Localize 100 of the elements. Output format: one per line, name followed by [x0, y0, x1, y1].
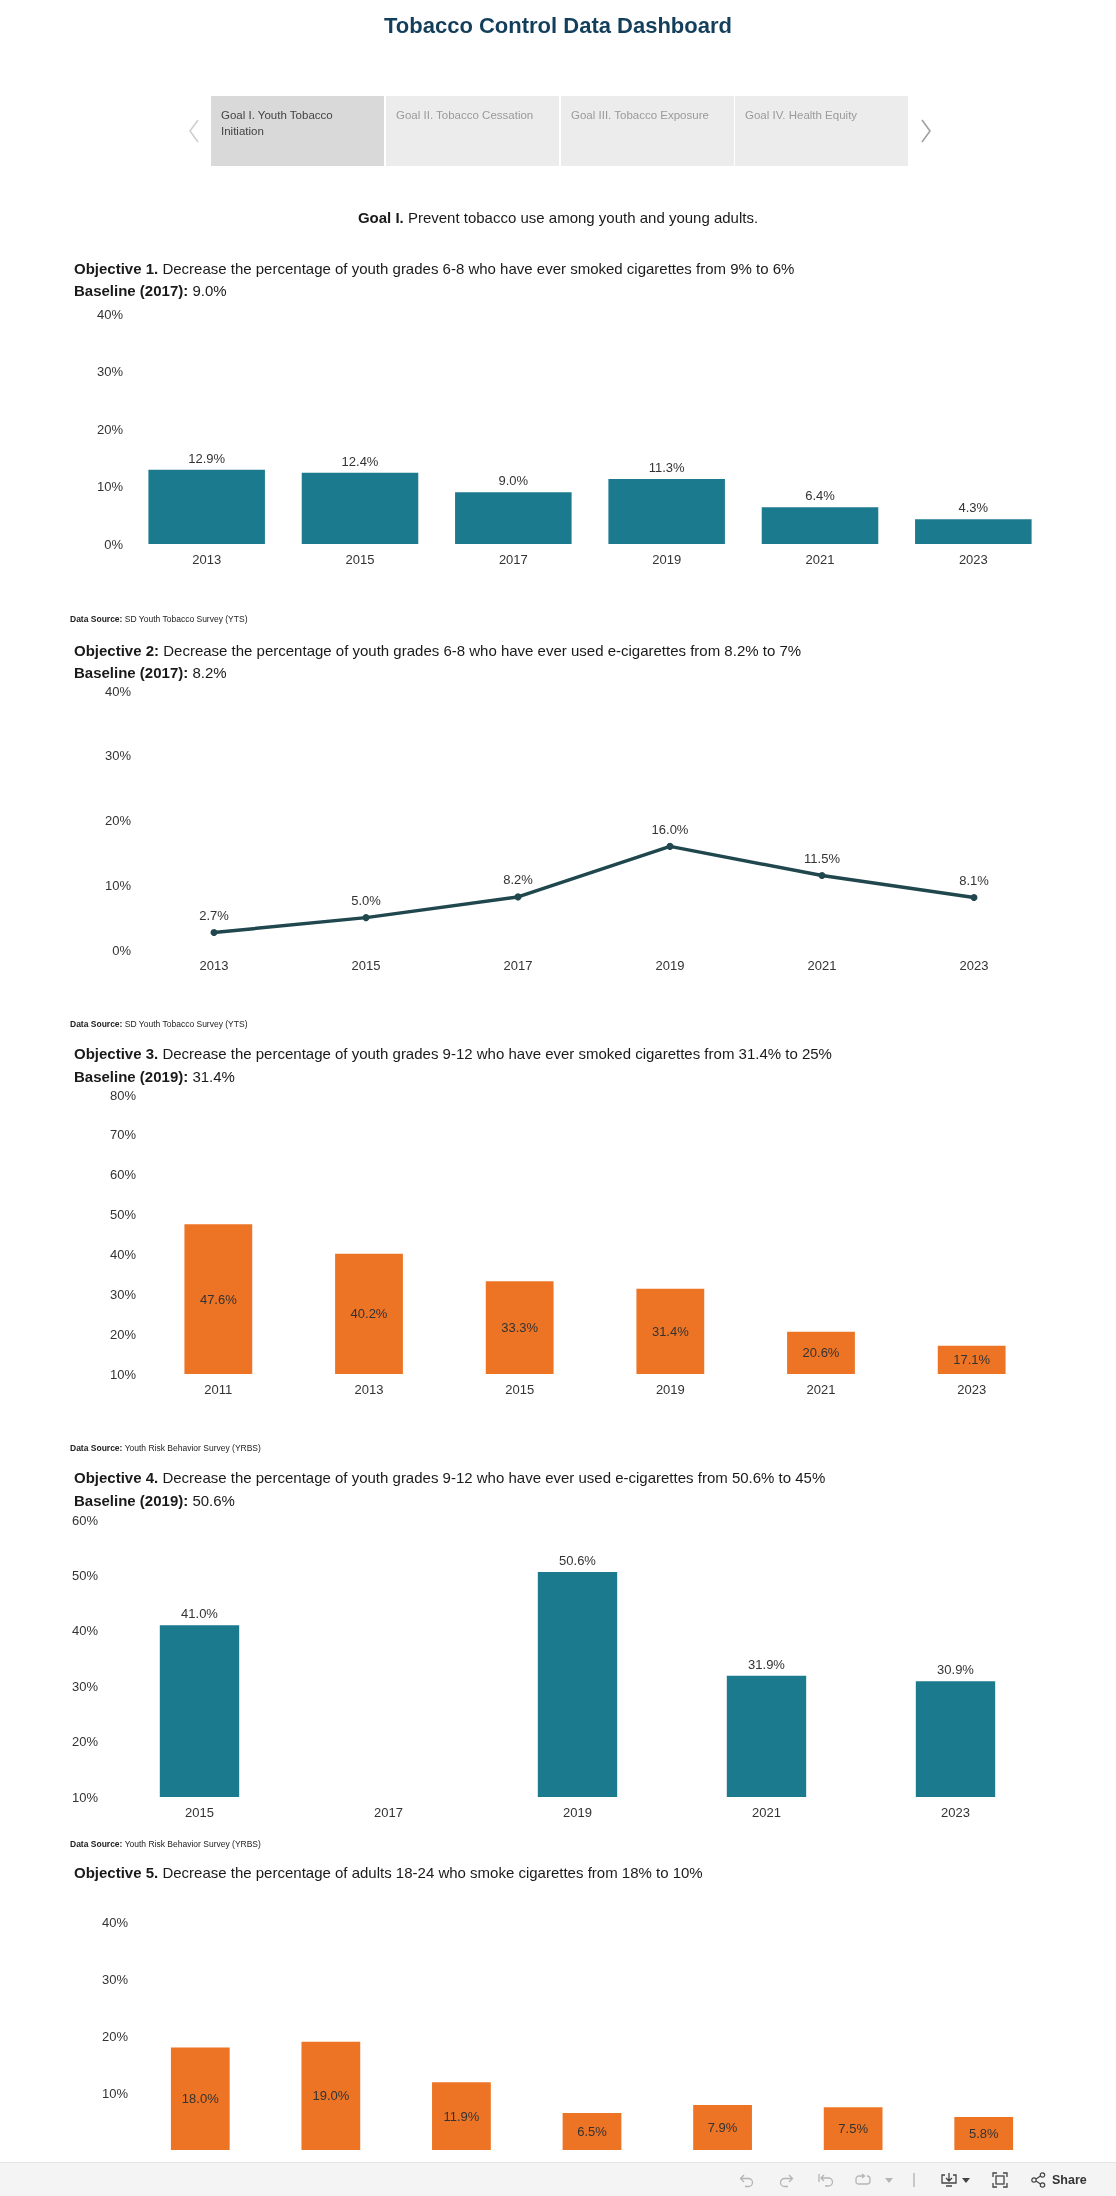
- text: Goal I. Prevent tobacco use among youth and young adults.: [356, 208, 760, 228]
- y-tick-label: 10%: [71, 1789, 99, 1805]
- data-label: 16.0%: [651, 821, 689, 837]
- x-tick-label: 2019: [652, 552, 682, 567]
- data-label: 17.1%: [953, 1352, 991, 1368]
- data-label: 6.5%: [577, 2123, 608, 2139]
- data-label: 31.4%: [651, 1323, 690, 1339]
- y-tick-label: 80%: [109, 1087, 137, 1103]
- y-tick-label: 20%: [109, 1326, 137, 1342]
- x-tick-label: 2013: [199, 958, 229, 973]
- bar: [608, 479, 725, 544]
- x-tick-label: 2017: [498, 552, 528, 567]
- point: [970, 894, 978, 902]
- x-tick-label: 2015: [185, 1805, 214, 1820]
- data-label: 18.0%: [181, 2091, 220, 2107]
- text: Goal III. Tobacco Exposure: [561, 96, 734, 166]
- y-tick-label: 20%: [96, 421, 124, 437]
- y-tick-label: 0%: [104, 536, 124, 552]
- chart-subtitle: Baseline (2017): 9.0%: [74, 281, 227, 301]
- y-tick-label: 60%: [109, 1167, 137, 1183]
- data-label: 8.2%: [503, 872, 534, 888]
- data-label: 5.8%: [968, 2125, 999, 2141]
- bar: [432, 2082, 491, 2150]
- source-note: Data Source: SD Youth Tobacco Survey (YTS): [70, 1018, 248, 1030]
- x-tick-label: 2013: [354, 1382, 384, 1397]
- x-tick-label: 2023: [958, 552, 988, 567]
- y-tick-label: 20%: [71, 1734, 99, 1750]
- data-label: 6.4%: [805, 488, 836, 504]
- chart-subtitle: Baseline (2019): 31.4%: [74, 1067, 235, 1087]
- bar: [301, 2041, 361, 2150]
- point: [362, 914, 370, 922]
- data-label: 7.5%: [838, 2121, 869, 2137]
- data-label: 12.4%: [341, 453, 379, 469]
- x-tick-label: 2021: [752, 1805, 781, 1820]
- chart-subtitle: Baseline (2017): 8.2%: [74, 663, 227, 683]
- source-note: Data Source: Youth Risk Behavior Survey (YRBS): [70, 1442, 261, 1454]
- data-label: 9.0%: [498, 473, 529, 489]
- data-label: 50.6%: [559, 1553, 597, 1569]
- y-tick-label: 10%: [104, 877, 132, 893]
- chart-subtitle: Baseline (2019): 50.6%: [74, 1491, 235, 1511]
- x-tick-label: 2019: [655, 1382, 685, 1397]
- y-tick-label: 0%: [112, 942, 132, 958]
- x-tick-label: 2021: [807, 958, 837, 973]
- x-tick-label: 2017: [503, 958, 533, 973]
- y-tick-label: 70%: [109, 1127, 137, 1143]
- y-tick-label: 40%: [109, 1246, 137, 1262]
- x-tick-label: 2021: [805, 552, 835, 567]
- y-tick-label: 40%: [101, 1914, 129, 1930]
- bar: [823, 2107, 883, 2150]
- y-tick-label: 50%: [109, 1207, 137, 1223]
- data-label: 8.1%: [959, 873, 990, 889]
- x-tick-label: 2015: [345, 552, 375, 567]
- data-label: 2.7%: [199, 908, 230, 924]
- bar: [455, 492, 572, 544]
- data-label: 47.6%: [199, 1291, 238, 1307]
- x-tick-label: 2023: [959, 958, 989, 973]
- y-tick-label: 60%: [71, 1512, 99, 1528]
- y-tick-label: 20%: [101, 2028, 129, 2044]
- data-label: 19.0%: [312, 2088, 350, 2104]
- x-tick-label: 2017: [374, 1805, 403, 1820]
- x-tick-label: 2015: [505, 1382, 535, 1397]
- bar: [562, 2112, 622, 2150]
- chart-title: Objective 5. Decrease the percentage of adults 18-24 who smoke cigarettes from 18% to 10%: [74, 1863, 703, 1883]
- source-note: Data Source: Youth Risk Behavior Survey (YRBS): [70, 1838, 261, 1850]
- y-tick-label: 10%: [101, 2085, 129, 2101]
- data-label: 20.6%: [802, 1345, 840, 1361]
- x-tick-label: 2015: [351, 958, 381, 973]
- data-label: 40.2%: [350, 1306, 388, 1322]
- x-tick-label: 2019: [655, 958, 685, 973]
- y-tick-label: 20%: [104, 813, 132, 828]
- data-label: 11.3%: [648, 460, 686, 476]
- y-tick-label: 30%: [71, 1678, 99, 1694]
- bar: [915, 519, 1032, 544]
- data-label: 7.9%: [707, 2119, 738, 2135]
- chart-title: Objective 4. Decrease the percentage of youth grades 9-12 who have ever used e-cigarettes from 50.6% to 45%: [74, 1468, 826, 1488]
- data-label: 11.9%: [443, 2108, 480, 2124]
- text: Goal IV. Health Equity: [735, 96, 908, 166]
- y-tick-label: 40%: [71, 1623, 99, 1639]
- point: [818, 872, 826, 880]
- y-tick-label: 40%: [96, 306, 124, 322]
- y-tick-label: 50%: [71, 1567, 99, 1583]
- data-label: 11.5%: [804, 851, 841, 867]
- data-label: 30.9%: [937, 1662, 975, 1678]
- text: Goal I. Youth Tobacco Initiation: [211, 96, 384, 166]
- point: [210, 929, 218, 937]
- x-tick-label: 2019: [563, 1805, 592, 1820]
- y-tick-label: 30%: [96, 364, 124, 379]
- bar: [170, 2047, 230, 2150]
- y-tick-label: 10%: [109, 1366, 137, 1382]
- x-tick-label: 2013: [192, 552, 222, 567]
- text: Tobacco Control Data Dashboard: [383, 12, 733, 40]
- y-tick-label: 10%: [96, 479, 124, 494]
- data-label: 33.3%: [501, 1320, 539, 1336]
- chart-title: Objective 2: Decrease the percentage of youth grades 6-8 who have ever used e-cigarettes from 8.2% to 7%: [74, 641, 802, 661]
- bar: [761, 507, 879, 544]
- point: [666, 842, 674, 850]
- x-tick-label: 2011: [204, 1382, 233, 1397]
- x-tick-label: 2023: [941, 1805, 970, 1820]
- data-label: 31.9%: [748, 1656, 786, 1672]
- y-tick-label: 30%: [109, 1286, 137, 1302]
